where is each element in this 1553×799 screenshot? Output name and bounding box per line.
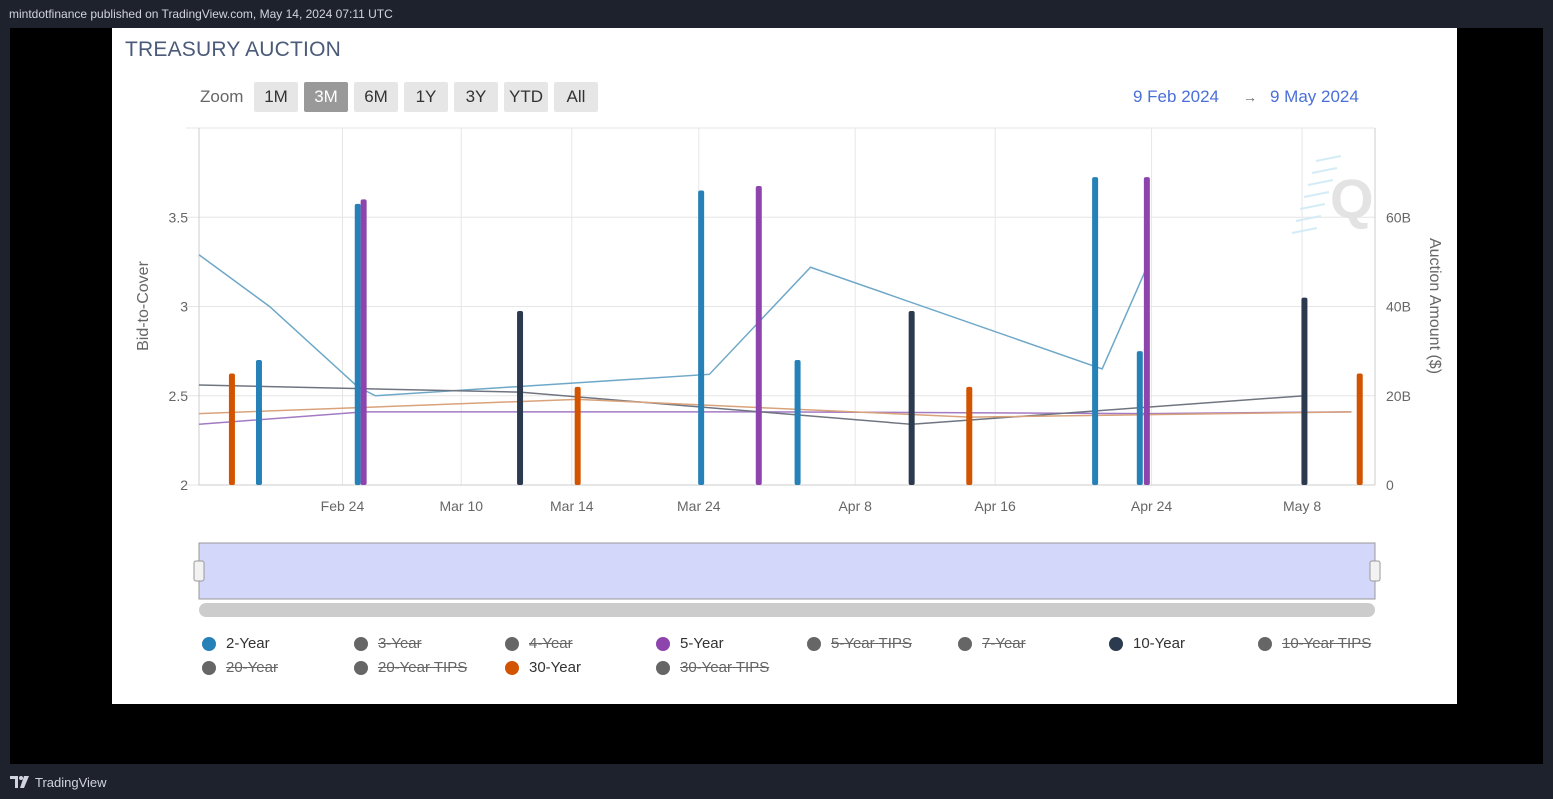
- legend-label: 5-Year TIPS: [831, 635, 912, 652]
- watermark-logo-icon: Q: [1291, 155, 1374, 234]
- x-tick-label: Mar 14: [550, 498, 594, 514]
- zoom-button-6m[interactable]: 6M: [354, 82, 398, 112]
- zoom-label: Zoom: [200, 87, 244, 106]
- navigator-handle-right: [1369, 560, 1381, 582]
- x-tick-label: Apr 8: [838, 498, 872, 514]
- y-right-tick-label: 0: [1386, 477, 1394, 493]
- legend-label: 4-Year: [529, 635, 573, 652]
- legend-item[interactable]: 3-Year: [354, 635, 422, 652]
- bar-2-year: [1092, 177, 1099, 485]
- legend-dot-icon: [958, 636, 972, 651]
- zoom-button-all[interactable]: All: [554, 82, 598, 112]
- legend-item[interactable]: 30-Year TIPS: [656, 659, 769, 676]
- legend-label: 10-Year TIPS: [1282, 635, 1372, 652]
- zoom-button-ytd[interactable]: YTD: [504, 82, 548, 112]
- bar-30-year: [228, 373, 235, 485]
- line-30-year: [198, 398, 1352, 418]
- bar-30-year: [574, 386, 581, 485]
- legend-item[interactable]: 5-Year: [656, 635, 724, 652]
- chart-card: TREASURY AUCTION Zoom 1M 3M 6M 1Y 3Y YTD All 9…: [112, 28, 1457, 704]
- y-right-tick-label: 60B: [1386, 209, 1411, 225]
- footer-brand: TradingView: [10, 772, 107, 792]
- bar-5-year: [1143, 177, 1150, 485]
- legend-item[interactable]: 20-Year: [202, 659, 278, 676]
- legend-item[interactable]: 30-Year: [505, 659, 581, 676]
- navigator-scrollbar: [199, 603, 1375, 617]
- x-tick-label: Mar 10: [439, 498, 483, 514]
- legend-dot-icon: [505, 636, 519, 651]
- y-left-tick-label: 2.5: [169, 388, 189, 404]
- legend-dot-icon: [656, 660, 670, 675]
- y-right-axis-title: Auction Amount ($): [1426, 238, 1443, 374]
- legend-label: 3-Year: [378, 635, 422, 652]
- bar-2-year: [354, 203, 361, 486]
- zoom-button-1m[interactable]: 1M: [254, 82, 298, 112]
- legend-item[interactable]: 2-Year: [202, 635, 270, 652]
- navigator-handle-left: [193, 560, 205, 582]
- x-tick-label: Mar 24: [677, 498, 721, 514]
- footer-brand-label: TradingView: [35, 774, 107, 790]
- bar-5-year: [360, 199, 367, 485]
- legend-item[interactable]: 7-Year: [958, 635, 1026, 652]
- legend-dot-icon: [505, 660, 519, 675]
- bar-2-year: [698, 190, 705, 485]
- zoom-button-1y[interactable]: 1Y: [404, 82, 448, 112]
- bar-10-year: [1301, 297, 1308, 485]
- x-tick-label: Apr 24: [1131, 498, 1172, 514]
- line-2-year: [198, 254, 1148, 397]
- y-left-tick-label: 3.5: [169, 209, 189, 225]
- bar-10-year: [517, 310, 524, 485]
- x-tick-label: May 8: [1283, 498, 1321, 514]
- y-left-tick-label: 3: [180, 299, 188, 315]
- bar-30-year: [1356, 373, 1363, 485]
- range-to-input[interactable]: 9 May 2024: [1270, 87, 1359, 106]
- legend-dot-icon: [202, 660, 216, 675]
- legend-label: 30-Year: [529, 659, 581, 676]
- bar-5-year: [755, 186, 762, 485]
- legend-item[interactable]: 10-Year: [1109, 635, 1185, 652]
- y-left-axis-title: Bid-to-Cover: [135, 260, 152, 350]
- svg-text:Q: Q: [1330, 167, 1374, 230]
- range-from-input[interactable]: 9 Feb 2024: [1133, 87, 1220, 106]
- legend-dot-icon: [1258, 636, 1272, 651]
- bar-30-year: [966, 386, 973, 485]
- legend-label: 5-Year: [680, 635, 724, 652]
- x-tick-label: Feb 24: [321, 498, 365, 514]
- bar-2-year: [794, 360, 801, 485]
- bar-10-year: [908, 310, 915, 485]
- legend-label: 7-Year: [982, 635, 1026, 652]
- navigator-range: [198, 542, 1376, 600]
- y-left-tick-label: 2: [180, 477, 188, 493]
- zoom-button-3m[interactable]: 3M: [304, 82, 348, 112]
- legend-item[interactable]: 5-Year TIPS: [807, 635, 912, 652]
- legend-dot-icon: [354, 660, 368, 675]
- x-tick-label: Apr 16: [975, 498, 1016, 514]
- legend-label: 2-Year: [226, 635, 270, 652]
- y-right-tick-label: 40B: [1386, 299, 1411, 315]
- legend-item[interactable]: 10-Year TIPS: [1258, 635, 1371, 652]
- y-right-tick-label: 20B: [1386, 388, 1411, 404]
- tradingview-logo-icon: [10, 776, 29, 788]
- legend-dot-icon: [202, 636, 216, 651]
- legend-label: 10-Year: [1133, 635, 1185, 652]
- legend-label: 20-Year: [226, 659, 278, 676]
- legend-dot-icon: [354, 636, 368, 651]
- range-arrow: →: [1243, 89, 1257, 105]
- chart-title: TREASURY AUCTION: [125, 38, 341, 61]
- treasury-auction-chart: 2 2.5 3 3.5 Feb 24 Mar 10 Mar 14 Mar 24 Apr 8 Apr…: [135, 127, 1443, 617]
- legend-dot-icon: [656, 636, 670, 651]
- legend-dot-icon: [807, 636, 821, 651]
- legend-item[interactable]: 20-Year TIPS: [354, 659, 467, 676]
- publisher-caption: mintdotfinance published on TradingView.…: [9, 7, 393, 21]
- bar-2-year: [1136, 351, 1143, 485]
- legend-item[interactable]: 4-Year: [505, 635, 573, 652]
- legend-label: 30-Year TIPS: [680, 659, 770, 676]
- legend-dot-icon: [1109, 636, 1123, 651]
- legend-label: 20-Year TIPS: [378, 659, 468, 676]
- zoom-button-3y[interactable]: 3Y: [454, 82, 498, 112]
- bar-2-year: [255, 360, 262, 485]
